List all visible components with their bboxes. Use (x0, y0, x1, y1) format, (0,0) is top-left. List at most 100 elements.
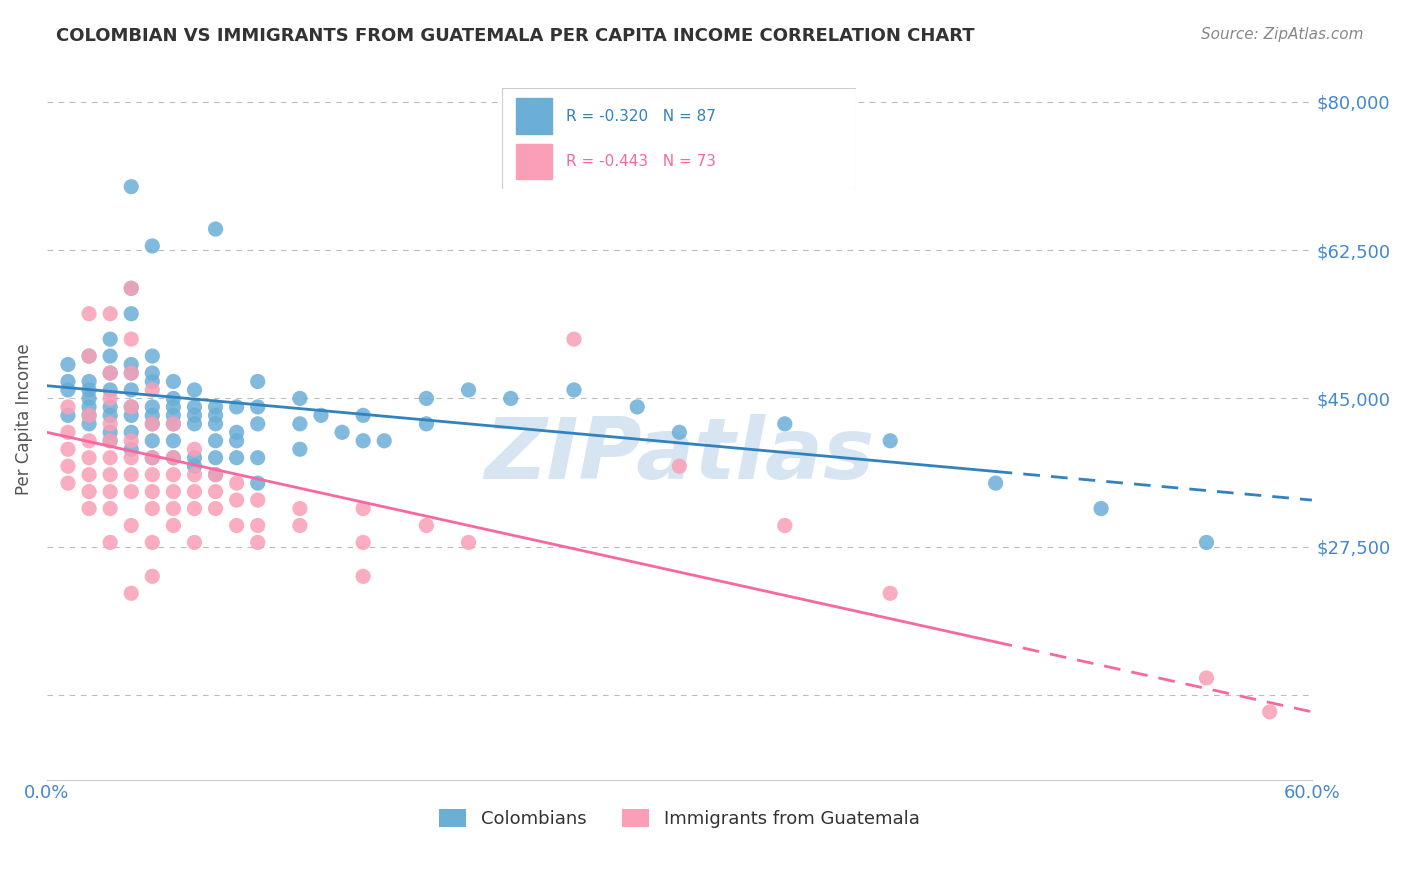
Point (120, 518, 142, 533)
Point (225, 450, 247, 465)
Point (162, 518, 184, 533)
Point (225, 400, 247, 414)
Point (120, 366, 142, 380)
Point (288, 417, 311, 431)
Point (77, 375, 100, 389)
Point (77, 307, 100, 321)
Point (141, 409, 163, 423)
Point (162, 450, 184, 465)
Point (183, 459, 205, 474)
Point (56, 400, 79, 414)
Point (183, 450, 205, 465)
Point (204, 417, 226, 431)
Point (77, 409, 100, 423)
Point (141, 383, 163, 397)
Point (246, 535, 269, 549)
Point (120, 358, 142, 372)
Point (162, 409, 184, 423)
Point (225, 493, 247, 508)
Point (56, 409, 79, 423)
Point (56, 476, 79, 491)
Point (98, 434, 121, 448)
Point (204, 467, 226, 482)
Point (120, 484, 142, 499)
Point (141, 239, 163, 253)
Point (352, 501, 374, 516)
Point (246, 476, 269, 491)
Point (879, 586, 901, 600)
Point (225, 425, 247, 440)
Point (352, 434, 374, 448)
Point (183, 442, 205, 457)
Point (246, 417, 269, 431)
Point (141, 375, 163, 389)
Point (1258, 705, 1281, 719)
Point (499, 392, 522, 406)
Point (98, 467, 121, 482)
Point (668, 425, 690, 440)
Point (352, 569, 374, 583)
Point (141, 450, 163, 465)
Point (457, 383, 479, 397)
Point (183, 484, 205, 499)
Point (98, 392, 121, 406)
Point (246, 493, 269, 508)
Point (120, 179, 142, 194)
Point (162, 450, 184, 465)
Point (204, 501, 226, 516)
Text: ZIPatlas: ZIPatlas (484, 414, 875, 497)
Point (77, 392, 100, 406)
Point (98, 349, 121, 363)
Point (225, 434, 247, 448)
Point (141, 434, 163, 448)
Point (204, 484, 226, 499)
Point (120, 467, 142, 482)
Point (225, 518, 247, 533)
Point (141, 535, 163, 549)
Text: COLOMBIAN VS IMMIGRANTS FROM GUATEMALA PER CAPITA INCOME CORRELATION CHART: COLOMBIAN VS IMMIGRANTS FROM GUATEMALA P… (56, 27, 974, 45)
Point (141, 400, 163, 414)
Point (562, 332, 585, 346)
Point (120, 409, 142, 423)
Point (773, 518, 796, 533)
Point (98, 417, 121, 431)
Point (120, 383, 142, 397)
Point (415, 518, 437, 533)
Point (77, 409, 100, 423)
Point (204, 467, 226, 482)
Point (120, 400, 142, 414)
Point (562, 383, 585, 397)
Point (183, 501, 205, 516)
Point (141, 467, 163, 482)
Point (183, 417, 205, 431)
Point (98, 366, 121, 380)
Point (288, 501, 311, 516)
Point (879, 434, 901, 448)
Point (183, 409, 205, 423)
Point (352, 535, 374, 549)
Point (98, 484, 121, 499)
Point (162, 434, 184, 448)
Point (120, 332, 142, 346)
Point (162, 400, 184, 414)
Point (56, 459, 79, 474)
Point (141, 569, 163, 583)
Point (288, 392, 311, 406)
Point (1195, 671, 1218, 685)
Point (183, 400, 205, 414)
Point (183, 467, 205, 482)
Point (204, 434, 226, 448)
Point (98, 307, 121, 321)
Point (626, 400, 648, 414)
Y-axis label: Per Capita Income: Per Capita Income (15, 343, 32, 495)
Point (77, 434, 100, 448)
Point (288, 442, 311, 457)
Point (204, 400, 226, 414)
Point (141, 484, 163, 499)
Point (225, 476, 247, 491)
Point (162, 484, 184, 499)
Point (141, 417, 163, 431)
Point (77, 450, 100, 465)
Point (98, 425, 121, 440)
Point (162, 392, 184, 406)
